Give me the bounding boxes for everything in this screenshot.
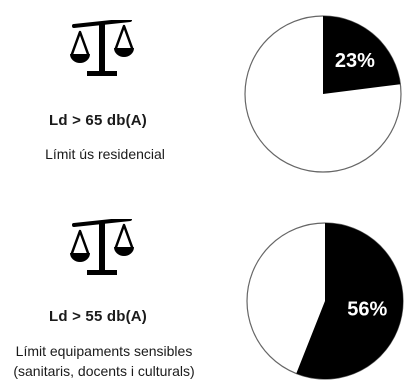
limit-description: Límit ús residencial xyxy=(0,144,210,164)
threshold-label: Ld > 55 db(A) xyxy=(48,308,148,325)
chart-panel-sensitive-facilities: Ld > 55 db(A) Límit equipaments sensible… xyxy=(0,193,407,387)
pie-highlight-slice xyxy=(323,16,401,94)
chart-panel-residential: Ld > 65 db(A) Límit ús residencial 23% xyxy=(0,0,407,193)
threshold-label: Ld > 65 db(A) xyxy=(48,112,148,129)
description-line: Límit equipaments sensibles xyxy=(15,343,193,359)
pie-chart: 56% xyxy=(246,222,404,380)
pie-highlight-slice xyxy=(296,223,404,379)
description-line: Límit ús residencial xyxy=(45,146,165,162)
pie-value-label: 56% xyxy=(347,298,387,320)
description-line: (sanitaris, docents i culturals) xyxy=(13,363,195,379)
balance-scale-icon xyxy=(70,20,134,76)
pie-value-label: 23% xyxy=(335,50,375,72)
pie-chart: 23% xyxy=(244,15,402,173)
limit-description: Límit equipaments sensibles (sanitaris, … xyxy=(0,341,216,381)
balance-scale-icon xyxy=(70,219,134,275)
